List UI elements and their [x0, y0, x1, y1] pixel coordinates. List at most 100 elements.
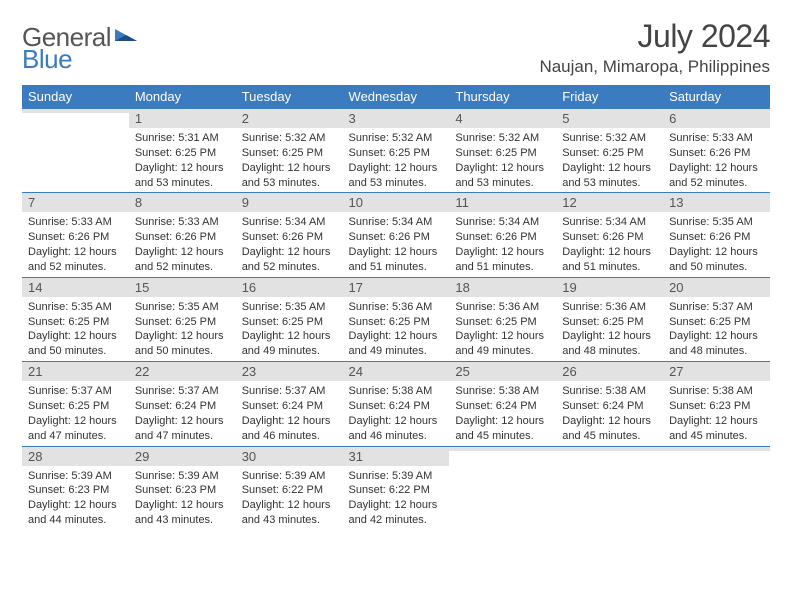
calendar-day-cell: 22Sunrise: 5:37 AMSunset: 6:24 PMDayligh…: [129, 361, 236, 445]
col-monday: Monday: [129, 85, 236, 108]
day-number: 11: [449, 192, 556, 212]
day-number: 8: [129, 192, 236, 212]
calendar-body: 1Sunrise: 5:31 AMSunset: 6:25 PMDaylight…: [22, 108, 770, 530]
day-details: Sunrise: 5:37 AMSunset: 6:24 PMDaylight:…: [236, 381, 343, 445]
col-tuesday: Tuesday: [236, 85, 343, 108]
calendar-day-cell: [449, 446, 556, 530]
day-number: 25: [449, 361, 556, 381]
day-details: Sunrise: 5:35 AMSunset: 6:25 PMDaylight:…: [129, 297, 236, 361]
calendar-day-cell: 13Sunrise: 5:35 AMSunset: 6:26 PMDayligh…: [663, 192, 770, 276]
day-number: 30: [236, 446, 343, 466]
day-number: 17: [343, 277, 450, 297]
calendar-day-cell: 20Sunrise: 5:37 AMSunset: 6:25 PMDayligh…: [663, 277, 770, 361]
calendar-day-cell: 15Sunrise: 5:35 AMSunset: 6:25 PMDayligh…: [129, 277, 236, 361]
day-details: Sunrise: 5:39 AMSunset: 6:22 PMDaylight:…: [343, 466, 450, 530]
day-number: 22: [129, 361, 236, 381]
day-number: 28: [22, 446, 129, 466]
day-details: Sunrise: 5:33 AMSunset: 6:26 PMDaylight:…: [22, 212, 129, 276]
day-details: Sunrise: 5:34 AMSunset: 6:26 PMDaylight:…: [343, 212, 450, 276]
col-thursday: Thursday: [449, 85, 556, 108]
day-details: Sunrise: 5:32 AMSunset: 6:25 PMDaylight:…: [343, 128, 450, 192]
calendar-day-cell: 11Sunrise: 5:34 AMSunset: 6:26 PMDayligh…: [449, 192, 556, 276]
calendar-day-cell: 1Sunrise: 5:31 AMSunset: 6:25 PMDaylight…: [129, 108, 236, 192]
day-number: 5: [556, 108, 663, 128]
calendar-day-cell: 14Sunrise: 5:35 AMSunset: 6:25 PMDayligh…: [22, 277, 129, 361]
day-number: 3: [343, 108, 450, 128]
day-number: 1: [129, 108, 236, 128]
calendar-day-cell: 19Sunrise: 5:36 AMSunset: 6:25 PMDayligh…: [556, 277, 663, 361]
col-saturday: Saturday: [663, 85, 770, 108]
day-number: [449, 446, 556, 451]
day-details: Sunrise: 5:33 AMSunset: 6:26 PMDaylight:…: [129, 212, 236, 276]
flag-icon: [115, 25, 141, 50]
day-number: 4: [449, 108, 556, 128]
day-details: Sunrise: 5:37 AMSunset: 6:24 PMDaylight:…: [129, 381, 236, 445]
calendar-day-cell: 10Sunrise: 5:34 AMSunset: 6:26 PMDayligh…: [343, 192, 450, 276]
day-number: 27: [663, 361, 770, 381]
day-details: Sunrise: 5:32 AMSunset: 6:25 PMDaylight:…: [236, 128, 343, 192]
day-number: 19: [556, 277, 663, 297]
day-number: 24: [343, 361, 450, 381]
day-details: Sunrise: 5:35 AMSunset: 6:26 PMDaylight:…: [663, 212, 770, 276]
day-details: Sunrise: 5:39 AMSunset: 6:22 PMDaylight:…: [236, 466, 343, 530]
day-details: Sunrise: 5:37 AMSunset: 6:25 PMDaylight:…: [22, 381, 129, 445]
day-number: [22, 108, 129, 113]
calendar-day-cell: 23Sunrise: 5:37 AMSunset: 6:24 PMDayligh…: [236, 361, 343, 445]
day-number: 23: [236, 361, 343, 381]
day-details: Sunrise: 5:36 AMSunset: 6:25 PMDaylight:…: [556, 297, 663, 361]
calendar-day-cell: 24Sunrise: 5:38 AMSunset: 6:24 PMDayligh…: [343, 361, 450, 445]
col-sunday: Sunday: [22, 85, 129, 108]
day-number: 10: [343, 192, 450, 212]
day-details: Sunrise: 5:37 AMSunset: 6:25 PMDaylight:…: [663, 297, 770, 361]
day-number: 12: [556, 192, 663, 212]
day-details: Sunrise: 5:34 AMSunset: 6:26 PMDaylight:…: [236, 212, 343, 276]
day-details: Sunrise: 5:32 AMSunset: 6:25 PMDaylight:…: [556, 128, 663, 192]
calendar-day-cell: 8Sunrise: 5:33 AMSunset: 6:26 PMDaylight…: [129, 192, 236, 276]
calendar-day-cell: 5Sunrise: 5:32 AMSunset: 6:25 PMDaylight…: [556, 108, 663, 192]
col-friday: Friday: [556, 85, 663, 108]
col-wednesday: Wednesday: [343, 85, 450, 108]
day-details: Sunrise: 5:38 AMSunset: 6:23 PMDaylight:…: [663, 381, 770, 445]
calendar-day-cell: 25Sunrise: 5:38 AMSunset: 6:24 PMDayligh…: [449, 361, 556, 445]
calendar-table: Sunday Monday Tuesday Wednesday Thursday…: [22, 85, 770, 530]
day-number: [663, 446, 770, 451]
day-number: 18: [449, 277, 556, 297]
day-number: [556, 446, 663, 451]
calendar-day-cell: 28Sunrise: 5:39 AMSunset: 6:23 PMDayligh…: [22, 446, 129, 530]
calendar-day-cell: 6Sunrise: 5:33 AMSunset: 6:26 PMDaylight…: [663, 108, 770, 192]
day-number: 29: [129, 446, 236, 466]
calendar-day-cell: 12Sunrise: 5:34 AMSunset: 6:26 PMDayligh…: [556, 192, 663, 276]
day-details: Sunrise: 5:39 AMSunset: 6:23 PMDaylight:…: [129, 466, 236, 530]
day-details: Sunrise: 5:33 AMSunset: 6:26 PMDaylight:…: [663, 128, 770, 192]
calendar-day-cell: [663, 446, 770, 530]
day-details: Sunrise: 5:38 AMSunset: 6:24 PMDaylight:…: [449, 381, 556, 445]
calendar-day-cell: 31Sunrise: 5:39 AMSunset: 6:22 PMDayligh…: [343, 446, 450, 530]
calendar-day-cell: 21Sunrise: 5:37 AMSunset: 6:25 PMDayligh…: [22, 361, 129, 445]
calendar-day-cell: 16Sunrise: 5:35 AMSunset: 6:25 PMDayligh…: [236, 277, 343, 361]
day-details: Sunrise: 5:32 AMSunset: 6:25 PMDaylight:…: [449, 128, 556, 192]
day-number: 7: [22, 192, 129, 212]
day-number: 14: [22, 277, 129, 297]
calendar-week-row: 21Sunrise: 5:37 AMSunset: 6:25 PMDayligh…: [22, 361, 770, 445]
day-details: Sunrise: 5:35 AMSunset: 6:25 PMDaylight:…: [22, 297, 129, 361]
calendar-day-cell: 2Sunrise: 5:32 AMSunset: 6:25 PMDaylight…: [236, 108, 343, 192]
calendar-week-row: 7Sunrise: 5:33 AMSunset: 6:26 PMDaylight…: [22, 192, 770, 276]
day-number: 20: [663, 277, 770, 297]
day-number: 21: [22, 361, 129, 381]
day-details: Sunrise: 5:36 AMSunset: 6:25 PMDaylight:…: [449, 297, 556, 361]
calendar-week-row: 1Sunrise: 5:31 AMSunset: 6:25 PMDaylight…: [22, 108, 770, 192]
day-number: 31: [343, 446, 450, 466]
calendar-day-cell: 26Sunrise: 5:38 AMSunset: 6:24 PMDayligh…: [556, 361, 663, 445]
calendar-day-cell: [556, 446, 663, 530]
calendar-day-cell: 3Sunrise: 5:32 AMSunset: 6:25 PMDaylight…: [343, 108, 450, 192]
day-number: 6: [663, 108, 770, 128]
logo-blue-row: Blue: [22, 44, 72, 75]
title-block: July 2024 Naujan, Mimaropa, Philippines: [539, 18, 770, 77]
day-number: 16: [236, 277, 343, 297]
calendar-day-cell: 29Sunrise: 5:39 AMSunset: 6:23 PMDayligh…: [129, 446, 236, 530]
calendar-day-cell: 7Sunrise: 5:33 AMSunset: 6:26 PMDaylight…: [22, 192, 129, 276]
calendar-week-row: 28Sunrise: 5:39 AMSunset: 6:23 PMDayligh…: [22, 446, 770, 530]
day-details: Sunrise: 5:31 AMSunset: 6:25 PMDaylight:…: [129, 128, 236, 192]
calendar-day-cell: 9Sunrise: 5:34 AMSunset: 6:26 PMDaylight…: [236, 192, 343, 276]
calendar-week-row: 14Sunrise: 5:35 AMSunset: 6:25 PMDayligh…: [22, 277, 770, 361]
